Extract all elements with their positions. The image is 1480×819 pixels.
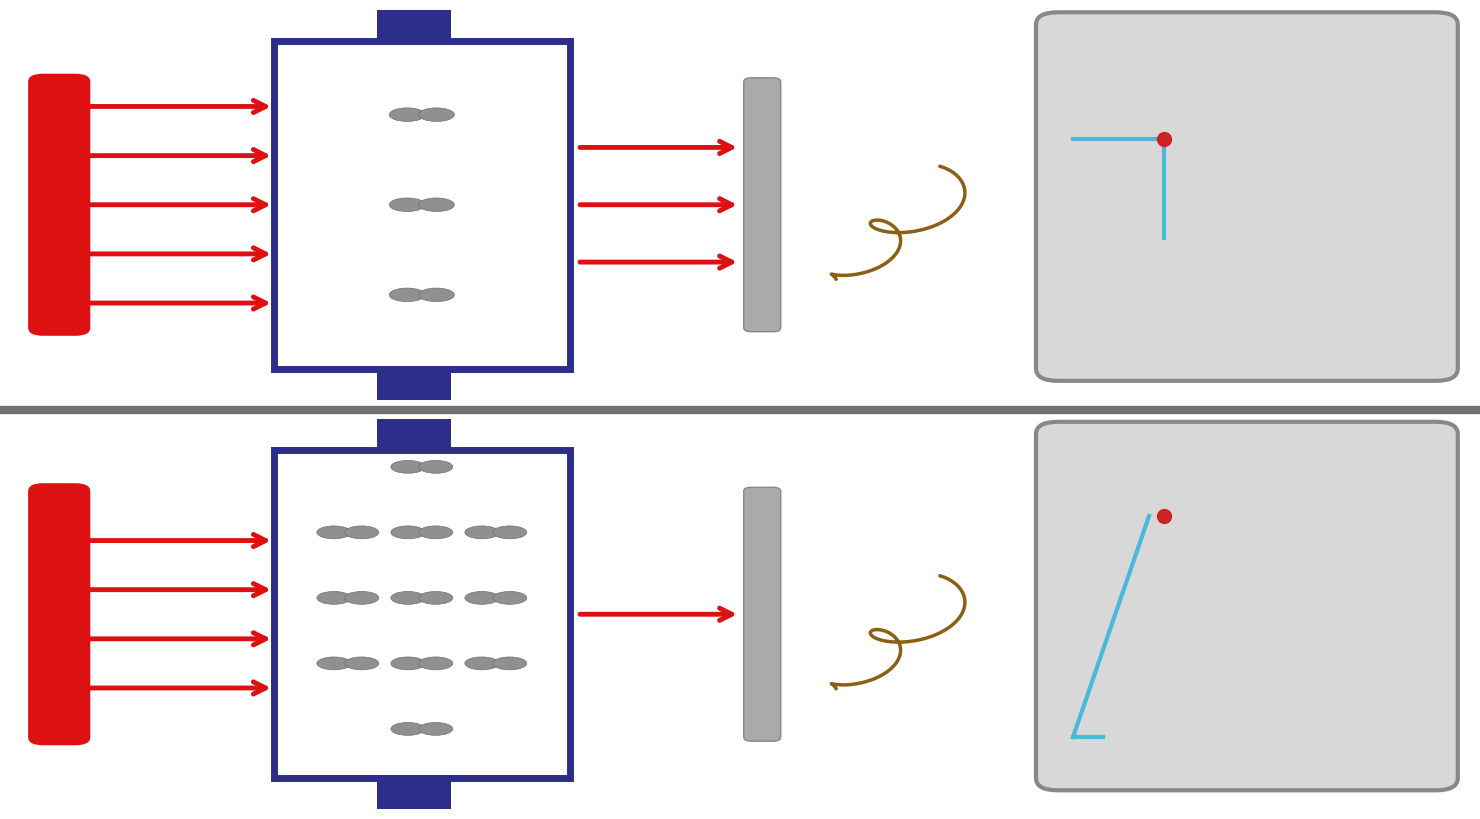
Ellipse shape: [317, 591, 351, 604]
FancyBboxPatch shape: [274, 450, 570, 778]
Ellipse shape: [391, 526, 425, 539]
Ellipse shape: [419, 460, 453, 473]
Ellipse shape: [419, 657, 453, 670]
Ellipse shape: [345, 657, 379, 670]
Ellipse shape: [391, 722, 425, 735]
Ellipse shape: [493, 526, 527, 539]
Ellipse shape: [465, 526, 499, 539]
Ellipse shape: [317, 657, 351, 670]
Ellipse shape: [419, 591, 453, 604]
Ellipse shape: [345, 526, 379, 539]
Ellipse shape: [391, 591, 425, 604]
Ellipse shape: [493, 591, 527, 604]
Bar: [377, 778, 451, 809]
Ellipse shape: [317, 526, 351, 539]
Ellipse shape: [465, 657, 499, 670]
Ellipse shape: [391, 657, 425, 670]
FancyBboxPatch shape: [744, 487, 781, 741]
Ellipse shape: [389, 108, 425, 121]
Ellipse shape: [493, 657, 527, 670]
Ellipse shape: [389, 288, 425, 301]
Ellipse shape: [419, 722, 453, 735]
Ellipse shape: [419, 526, 453, 539]
Ellipse shape: [419, 288, 454, 301]
Ellipse shape: [391, 460, 425, 473]
FancyBboxPatch shape: [28, 483, 90, 745]
Ellipse shape: [389, 198, 425, 211]
FancyBboxPatch shape: [274, 41, 570, 369]
Ellipse shape: [419, 198, 454, 211]
FancyBboxPatch shape: [28, 74, 90, 336]
FancyBboxPatch shape: [744, 78, 781, 332]
FancyBboxPatch shape: [1036, 422, 1458, 790]
Bar: [377, 369, 451, 400]
Ellipse shape: [465, 591, 499, 604]
FancyBboxPatch shape: [1036, 12, 1458, 381]
Bar: [377, 10, 451, 41]
Ellipse shape: [345, 591, 379, 604]
Bar: [377, 419, 451, 450]
Ellipse shape: [419, 108, 454, 121]
